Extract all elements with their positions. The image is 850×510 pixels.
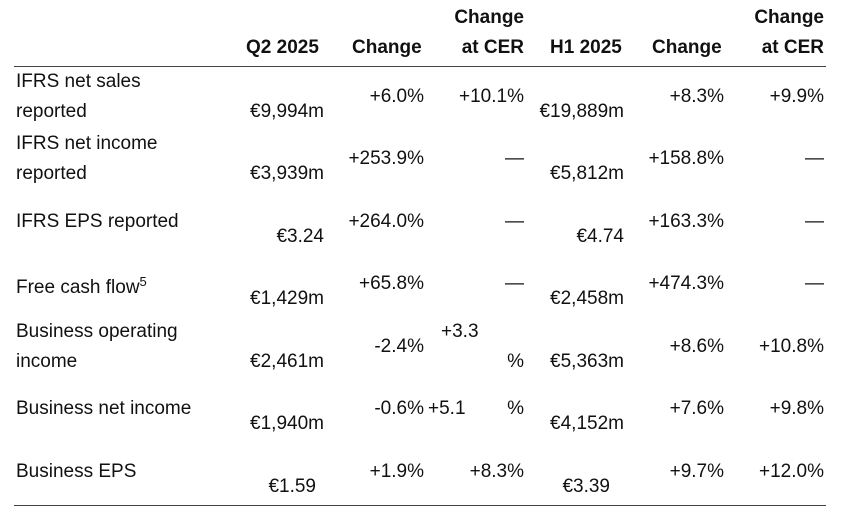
cell-h1-change: +7.6% <box>669 398 724 419</box>
header-q2-cer-line1: Change <box>454 7 524 28</box>
cell-q2-cer-unit: % <box>507 351 524 372</box>
cell-q2-change: +264.0% <box>348 211 424 232</box>
cell-q2: €1.59 <box>268 476 316 497</box>
cell-h1-cer: +12.0% <box>759 461 824 482</box>
header-q2-2025: Q2 2025 <box>246 37 319 58</box>
cell-h1-cer: — <box>805 273 824 294</box>
cell-q2-cer-value: +3.3 <box>441 321 479 342</box>
row-label-continued: reported <box>16 101 87 122</box>
cell-q2-cer-unit: % <box>507 398 524 419</box>
cell-h1-change: +8.6% <box>669 336 724 357</box>
cell-h1-change: +158.8% <box>648 148 724 169</box>
row-label-continued: income <box>16 351 78 372</box>
cell-q2: €3.24 <box>276 226 324 247</box>
cell-q2: €2,461m <box>250 351 324 372</box>
row-label: IFRS net sales <box>16 71 141 92</box>
cell-h1-change: +474.3% <box>648 273 724 294</box>
cell-q2: €3,939m <box>250 163 324 184</box>
cell-h1-cer: +9.9% <box>769 86 824 107</box>
cell-q2-change: -0.6% <box>374 398 424 419</box>
cell-h1-cer: +10.8% <box>759 336 824 357</box>
header-q2-cer-line2: at CER <box>461 37 524 58</box>
row-label: Business operating <box>16 321 178 342</box>
cell-h1: €4,152m <box>550 413 624 434</box>
cell-h1: €4.74 <box>576 226 624 247</box>
cell-h1-cer: +9.8% <box>769 398 824 419</box>
cell-q2-cer: — <box>505 148 524 169</box>
cell-q2-change: +1.9% <box>369 461 424 482</box>
cell-q2-cer-value: +5.1 <box>428 398 466 419</box>
cell-q2: €9,994m <box>250 101 324 122</box>
cell-q2: €1,429m <box>250 288 324 309</box>
cell-h1: €3.39 <box>562 476 610 497</box>
row-label: Business net income <box>16 398 192 419</box>
cell-h1-change: +163.3% <box>648 211 724 232</box>
header-h1-change: Change <box>652 37 722 58</box>
cell-h1-cer: — <box>805 211 824 232</box>
row-label-continued: reported <box>16 163 87 184</box>
cell-q2-cer: — <box>505 211 524 232</box>
cell-q2-cer: +10.1% <box>459 86 524 107</box>
cell-q2-change: +65.8% <box>359 273 424 294</box>
row-label: Business EPS <box>16 461 137 482</box>
cell-h1-change: +8.3% <box>669 86 724 107</box>
cell-h1: €19,889m <box>539 101 624 122</box>
cell-q2-cer: — <box>505 273 524 294</box>
cell-q2-change: +6.0% <box>369 86 424 107</box>
cell-h1-cer: — <box>805 148 824 169</box>
cell-h1-change: +9.7% <box>669 461 724 482</box>
footnote-marker: 5 <box>139 274 147 289</box>
header-q2-change: Change <box>352 37 422 58</box>
header-rule <box>14 66 826 67</box>
cell-h1: €5,812m <box>550 163 624 184</box>
cell-q2-change: +253.9% <box>348 148 424 169</box>
header-h1-cer-line2: at CER <box>761 37 824 58</box>
cell-q2: €1,940m <box>250 413 324 434</box>
row-label-wrap: Free cash flow5 <box>16 274 147 299</box>
row-label: IFRS EPS reported <box>16 211 179 232</box>
row-label: Free cash flow <box>16 277 140 298</box>
cell-h1: €2,458m <box>550 288 624 309</box>
cell-q2-change: -2.4% <box>374 336 424 357</box>
bottom-rule <box>14 505 826 506</box>
cell-q2-cer: +8.3% <box>469 461 524 482</box>
header-h1-cer-line1: Change <box>754 7 824 28</box>
cell-h1: €5,363m <box>550 351 624 372</box>
header-h1-2025: H1 2025 <box>550 37 622 58</box>
row-label: IFRS net income <box>16 133 158 154</box>
